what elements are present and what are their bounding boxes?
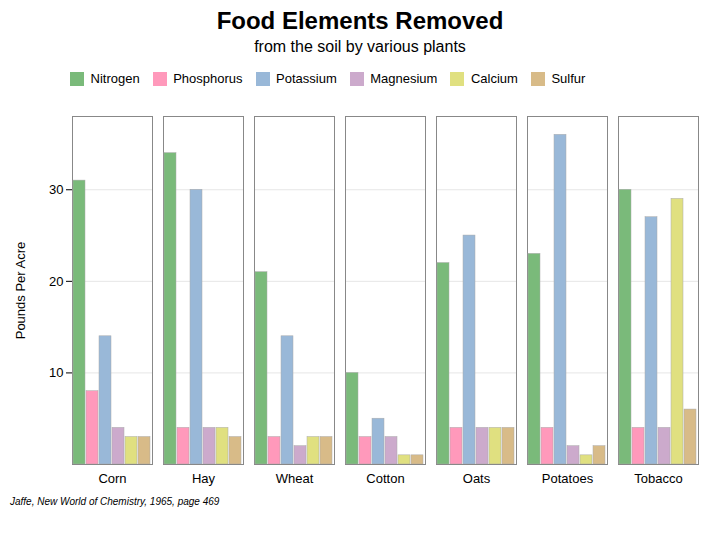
svg-text:30: 30 xyxy=(49,181,63,196)
svg-text:Potatoes: Potatoes xyxy=(542,470,594,485)
svg-text:Tobacco: Tobacco xyxy=(634,470,682,485)
svg-text:10: 10 xyxy=(49,365,63,380)
svg-text:Pounds Per Acre: Pounds Per Acre xyxy=(13,241,28,339)
html-text:Calcium: Calcium xyxy=(470,71,518,86)
svg-text:Cotton: Cotton xyxy=(366,470,404,485)
svg-text:Hay: Hay xyxy=(192,470,216,485)
html-text:Phosphorus: Phosphorus xyxy=(173,71,243,86)
html-text:Potassium: Potassium xyxy=(276,71,337,86)
svg-text:20: 20 xyxy=(49,273,63,288)
html-text:Sulfur: Sulfur xyxy=(551,71,586,86)
html-text:from the soil by various plant: from the soil by various plants xyxy=(254,38,466,55)
html-text:Magnesium: Magnesium xyxy=(370,71,438,86)
svg-text:Oats: Oats xyxy=(463,470,491,485)
html-text:Nitrogen: Nitrogen xyxy=(90,71,140,86)
html-text:Jaffe, New World of Chemistry,: Jaffe, New World of Chemistry, 1965, pag… xyxy=(10,495,220,507)
svg-text:Corn: Corn xyxy=(98,470,126,485)
svg-text:Wheat: Wheat xyxy=(276,470,314,485)
html-text:Food Elements Removed: Food Elements Removed xyxy=(216,7,504,34)
